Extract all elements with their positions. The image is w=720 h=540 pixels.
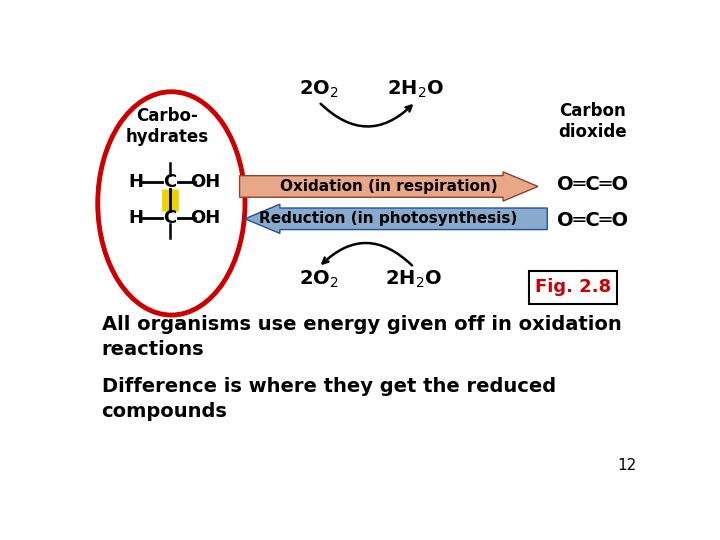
- Text: H: H: [128, 173, 143, 191]
- Text: OH: OH: [190, 209, 220, 227]
- FancyArrow shape: [245, 204, 547, 233]
- Text: Fig. 2.8: Fig. 2.8: [535, 278, 611, 296]
- Text: H: H: [128, 209, 143, 227]
- FancyArrow shape: [240, 172, 538, 201]
- Text: O═C═O: O═C═O: [557, 211, 628, 230]
- Text: All organisms use energy given off in oxidation
reactions: All organisms use energy given off in ox…: [102, 315, 621, 359]
- Text: OH: OH: [190, 173, 220, 191]
- Text: Reduction (in photosynthesis): Reduction (in photosynthesis): [259, 211, 518, 226]
- Text: 2O$_2$: 2O$_2$: [299, 268, 338, 289]
- Text: O═C═O: O═C═O: [557, 174, 628, 194]
- Text: Difference is where they get the reduced
compounds: Difference is where they get the reduced…: [102, 377, 556, 421]
- Text: Carbo-
hydrates: Carbo- hydrates: [126, 107, 209, 146]
- Text: Carbon
dioxide: Carbon dioxide: [558, 102, 626, 140]
- Text: 2H$_2$O: 2H$_2$O: [385, 268, 442, 289]
- FancyBboxPatch shape: [528, 271, 617, 303]
- Text: C: C: [163, 173, 176, 191]
- Text: C: C: [163, 209, 176, 227]
- Text: 12: 12: [617, 458, 636, 473]
- Text: 2O$_2$: 2O$_2$: [299, 79, 338, 100]
- Text: Oxidation (in respiration): Oxidation (in respiration): [279, 179, 498, 194]
- Text: 2H$_2$O: 2H$_2$O: [387, 79, 444, 100]
